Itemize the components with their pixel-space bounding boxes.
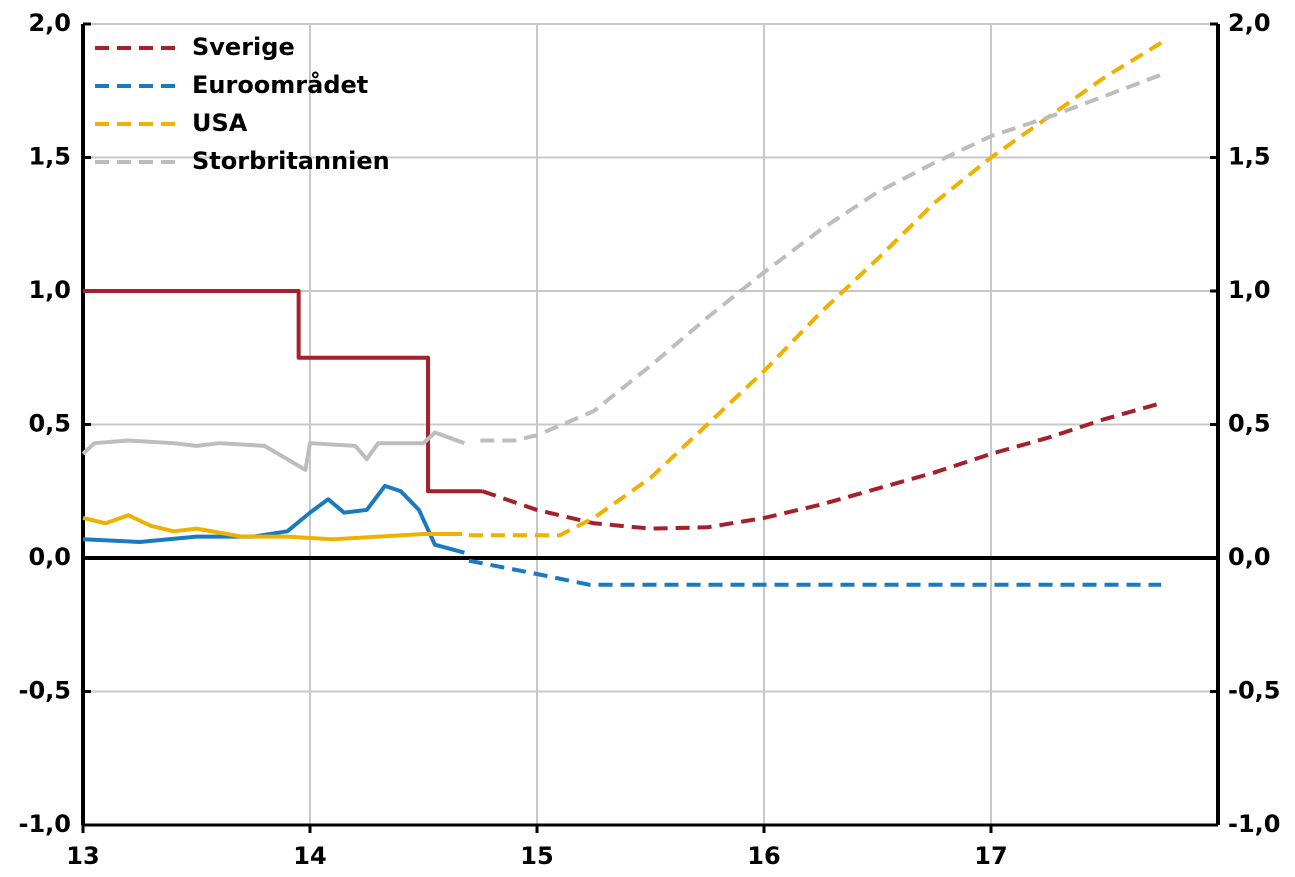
y2-tick-label: 2,0	[1228, 9, 1271, 37]
legend-label: Euroområdet	[192, 70, 368, 99]
x-tick-label: 13	[66, 842, 99, 870]
series-outcome-line	[82, 513, 463, 542]
y2-tick-label: -1,0	[1228, 810, 1280, 838]
y2-tick-label: 0,5	[1228, 410, 1271, 438]
legend-label: USA	[192, 109, 248, 137]
y2-tick-label: -0,5	[1228, 677, 1280, 705]
series-forecast-line	[468, 40, 1163, 538]
x-tick-label: 17	[974, 842, 1007, 870]
y-tick-label: 2,0	[28, 9, 71, 37]
x-tick-label: 16	[747, 842, 780, 870]
y-tick-label: 1,5	[28, 143, 71, 171]
legend-label: Sverige	[192, 33, 295, 61]
series-outcome-line	[82, 483, 465, 555]
x-tick-label: 14	[293, 842, 326, 870]
y-tick-label: 0,0	[28, 543, 71, 571]
y-tick-label: -1,0	[19, 810, 71, 838]
series-forecast-line	[480, 72, 1162, 443]
series-forecast-line	[481, 401, 1162, 531]
series-outcome-line	[83, 289, 483, 494]
legend-label: Storbritannien	[192, 147, 390, 175]
series-forecast-line	[468, 558, 1162, 587]
y-tick-label: 0,5	[28, 410, 71, 438]
y-tick-label: 1,0	[28, 276, 71, 304]
y2-tick-label: 1,0	[1228, 276, 1271, 304]
y-tick-label: -0,5	[19, 677, 71, 705]
y2-tick-label: 1,5	[1228, 143, 1271, 171]
x-tick-label: 15	[520, 842, 553, 870]
series-outcome-line	[81, 430, 466, 472]
y2-tick-label: 0,0	[1228, 543, 1271, 571]
